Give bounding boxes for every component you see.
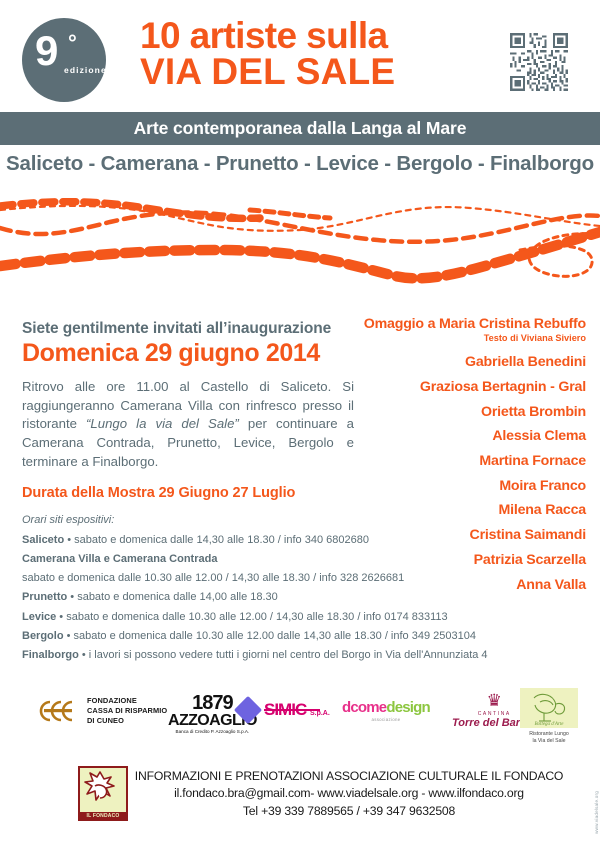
- barolo-cantina-label: CANTINA: [477, 711, 511, 717]
- invitation-intro: Siete gentilmente invitati all’inauguraz…: [22, 320, 332, 337]
- barolo-crest-icon: ♛: [486, 691, 502, 710]
- invitation-body: Ritrovo alle ore 11.00 al Castello di Sa…: [22, 378, 354, 472]
- hours-detail: sabato e domenica dalle 10.30 alle 12.00…: [22, 572, 405, 585]
- hours-place: Prunetto: [22, 591, 68, 604]
- ristorante-line-2: la Via del Sale: [532, 738, 566, 745]
- opening-hours-title: Orari siti espositivi:: [22, 514, 115, 526]
- simic-text: SIMIC S.p.A.: [264, 700, 330, 720]
- poster-title: 10 artiste sulla VIA DEL SALE: [140, 15, 490, 92]
- hours-place: Finalborgo: [22, 648, 79, 661]
- subtitle-text: Arte contemporanea dalla Langa al Mare: [133, 118, 467, 138]
- hours-row: Bergolo • sabato e domenica dalle 10.30 …: [22, 627, 582, 646]
- sponsor-simic: SIMIC S.p.A.: [233, 695, 330, 725]
- dcome-design-wordmark: dcomedesign: [342, 699, 431, 716]
- edition-number: 9: [35, 27, 58, 74]
- artist-name: Martina Fornace: [479, 453, 586, 470]
- design-part: design: [386, 699, 430, 716]
- towns-list: Saliceto - Camerana - Prunetto - Levice …: [6, 152, 594, 175]
- sponsor-logos: FONDAZIONE CASSA DI RISPARMIO DI CUNEO 1…: [0, 686, 600, 754]
- fondazione-line-3: DI CUNEO: [87, 715, 124, 725]
- invitation-date: Domenica 29 giugno 2014: [22, 338, 320, 367]
- artist-name: Milena Racca: [498, 502, 587, 519]
- edition-degree-symbol: °: [68, 30, 77, 55]
- hours-detail: • sabato e domenica dalle 10.30 alle 12.…: [56, 610, 448, 623]
- simic-diamond-icon: [233, 695, 263, 725]
- artist-name: Gabriella Benedini: [465, 354, 586, 371]
- sponsor-ristorante-lungo-la-via-del-sale: Bottega d'Arte Ristorante Lungo la Via d…: [520, 688, 578, 745]
- hours-row: Levice • sabato e domenica dalle 10.30 a…: [22, 608, 582, 627]
- hours-place: Camerana Villa e Camerana Contrada: [22, 553, 218, 566]
- fondazione-line-1: FONDAZIONE: [87, 696, 137, 705]
- il-fondaco-logo-label: IL FONDACO: [78, 812, 128, 821]
- subtitle-band: Arte contemporanea dalla Langa al Mare: [0, 112, 600, 145]
- sponsor-banco-azzoaglio: 1879 AZZOAGLIO Banca di Credito P. Azzoa…: [168, 692, 257, 735]
- exhibition-duration: Durata della Mostra 29 Giugno 27 Luglio: [22, 485, 296, 502]
- artist-homage-title: Omaggio a Maria Cristina Rebuffo: [363, 316, 586, 332]
- artists-list: Omaggio a Maria Cristina Rebuffo Testo d…: [356, 316, 586, 597]
- ristorante-line-1: Ristorante Lungo: [529, 731, 569, 737]
- invitation-block: Siete gentilmente invitati all’inauguraz…: [22, 320, 357, 501]
- barolo-name: Torre del Barolo: [452, 717, 537, 729]
- invitation-body-part2: per continuare a Camerana Contrada, Prun…: [22, 416, 354, 469]
- artist-name: Cristina Saimandi: [469, 527, 587, 544]
- hours-row: Camerana Villa e Camerana Contrada: [22, 550, 582, 569]
- azzoaglio-name: AZZOAGLIO: [168, 712, 257, 729]
- ristorante-caption: Ristorante Lungo la Via del Sale: [520, 731, 578, 745]
- sponsor-fondazione-crc: FONDAZIONE CASSA DI RISPARMIO DI CUNEO: [36, 696, 167, 725]
- fondazione-crc-text: FONDAZIONE CASSA DI RISPARMIO DI CUNEO: [87, 696, 167, 725]
- artist-homage-credit: Testo di Viviana Siviero: [483, 333, 586, 344]
- poster-header: 9 ° edizione 10 artiste sulla VIA DEL SA…: [0, 0, 600, 112]
- poster-footer: IL FONDACO INFORMAZIONI E PRENOTAZIONI A…: [0, 762, 600, 840]
- invitation-body-part1: Ritrovo alle ore 11.00 al Castello di Sa…: [22, 378, 354, 432]
- edition-label: edizione: [64, 65, 107, 75]
- footer-line-3: Tel +39 339 7889565 / +39 347 9632508: [242, 803, 456, 818]
- azzoaglio-subtitle: Banca di Credito P. Azzoaglio S.p.A.: [175, 729, 250, 735]
- artist-name: Patrizia Scarzella: [473, 551, 587, 568]
- hours-row: Finalborgo • i lavori si possono vedere …: [22, 646, 582, 665]
- hours-place: Levice: [22, 610, 57, 623]
- fondazione-line-2: CASSA DI RISPARMIO: [87, 705, 168, 715]
- azzoaglio-year: 1879: [192, 692, 233, 714]
- hours-detail: • sabato e domenica dalle 14,30 alle 18.…: [64, 534, 369, 546]
- sponsor-cantina-terre-del-barolo: ♛ CANTINA Torre del Barolo: [452, 692, 537, 729]
- simic-strike-decoration: [264, 709, 320, 711]
- artist-name: Anna Valla: [516, 576, 586, 593]
- qr-code-icon[interactable]: [508, 31, 570, 93]
- invitation-body-italic: “Lungo la via del Sale”: [86, 416, 239, 432]
- simic-spa: S.p.A.: [309, 710, 330, 717]
- dcome-part: dcome: [342, 699, 387, 716]
- footer-line-1: INFORMAZIONI E PRENOTAZIONI ASSOCIAZIONE…: [134, 769, 564, 783]
- svg-text:Bottega d'Arte: Bottega d'Arte: [535, 722, 565, 727]
- footer-line-2: il.fondaco.bra@gmail.com- www.viadelsale…: [174, 786, 524, 801]
- opening-hours: Orari siti espositivi: Saliceto • sabato…: [22, 514, 582, 665]
- hours-detail: • sabato e domenica dalle 14,00 alle 18.…: [67, 591, 278, 604]
- dotted-route-graphic: [0, 188, 600, 306]
- hours-detail: • i lavori si possono vedere tutti i gio…: [78, 648, 488, 661]
- hours-row: Prunetto • sabato e domenica dalle 14,00…: [22, 588, 582, 607]
- fondazione-crc-icon: [36, 698, 82, 724]
- ristorante-illustration: Bottega d'Arte: [520, 688, 578, 728]
- title-line-2: VIA DEL SALE: [140, 50, 396, 92]
- artist-name: Orietta Brombin: [481, 403, 586, 420]
- edition-badge: 9 ° edizione: [22, 18, 106, 102]
- title-line-1: 10 artiste sulla: [140, 15, 388, 56]
- footer-contact-info: INFORMAZIONI E PRENOTAZIONI ASSOCIAZIONE…: [134, 768, 564, 820]
- artist-name: Moira Franco: [499, 477, 586, 494]
- hours-place: Saliceto: [22, 534, 65, 546]
- artist-name: Alessia Clema: [492, 428, 586, 445]
- hours-place: Bergolo: [22, 629, 64, 642]
- hours-row: Saliceto • sabato e domenica dalle 14,30…: [22, 531, 582, 550]
- artist-name: Graziosa Bertagnin - Gral: [419, 378, 586, 395]
- side-credit-text: www.viadelsale.org: [594, 791, 599, 834]
- hours-row: sabato e domenica dalle 10.30 alle 12.00…: [22, 569, 582, 588]
- sponsor-dcome-design: dcomedesign associazione: [342, 699, 431, 722]
- dcome-design-subtitle: associazione: [371, 717, 401, 722]
- hours-detail: • sabato e domenica dalle 10.30 alle 12.…: [63, 629, 476, 642]
